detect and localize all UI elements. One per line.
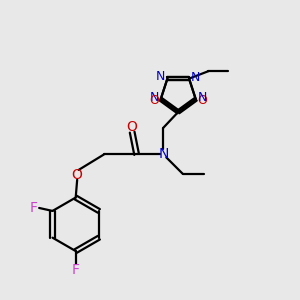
Text: O: O — [149, 94, 159, 107]
Text: O: O — [197, 94, 207, 107]
Text: N: N — [149, 91, 159, 104]
Text: N: N — [191, 70, 200, 84]
Text: N: N — [156, 70, 166, 83]
Text: F: F — [29, 201, 37, 215]
Text: N: N — [198, 91, 207, 104]
Text: O: O — [127, 120, 138, 134]
Text: F: F — [72, 263, 80, 278]
Text: N: N — [158, 148, 169, 161]
Text: O: O — [72, 168, 83, 182]
